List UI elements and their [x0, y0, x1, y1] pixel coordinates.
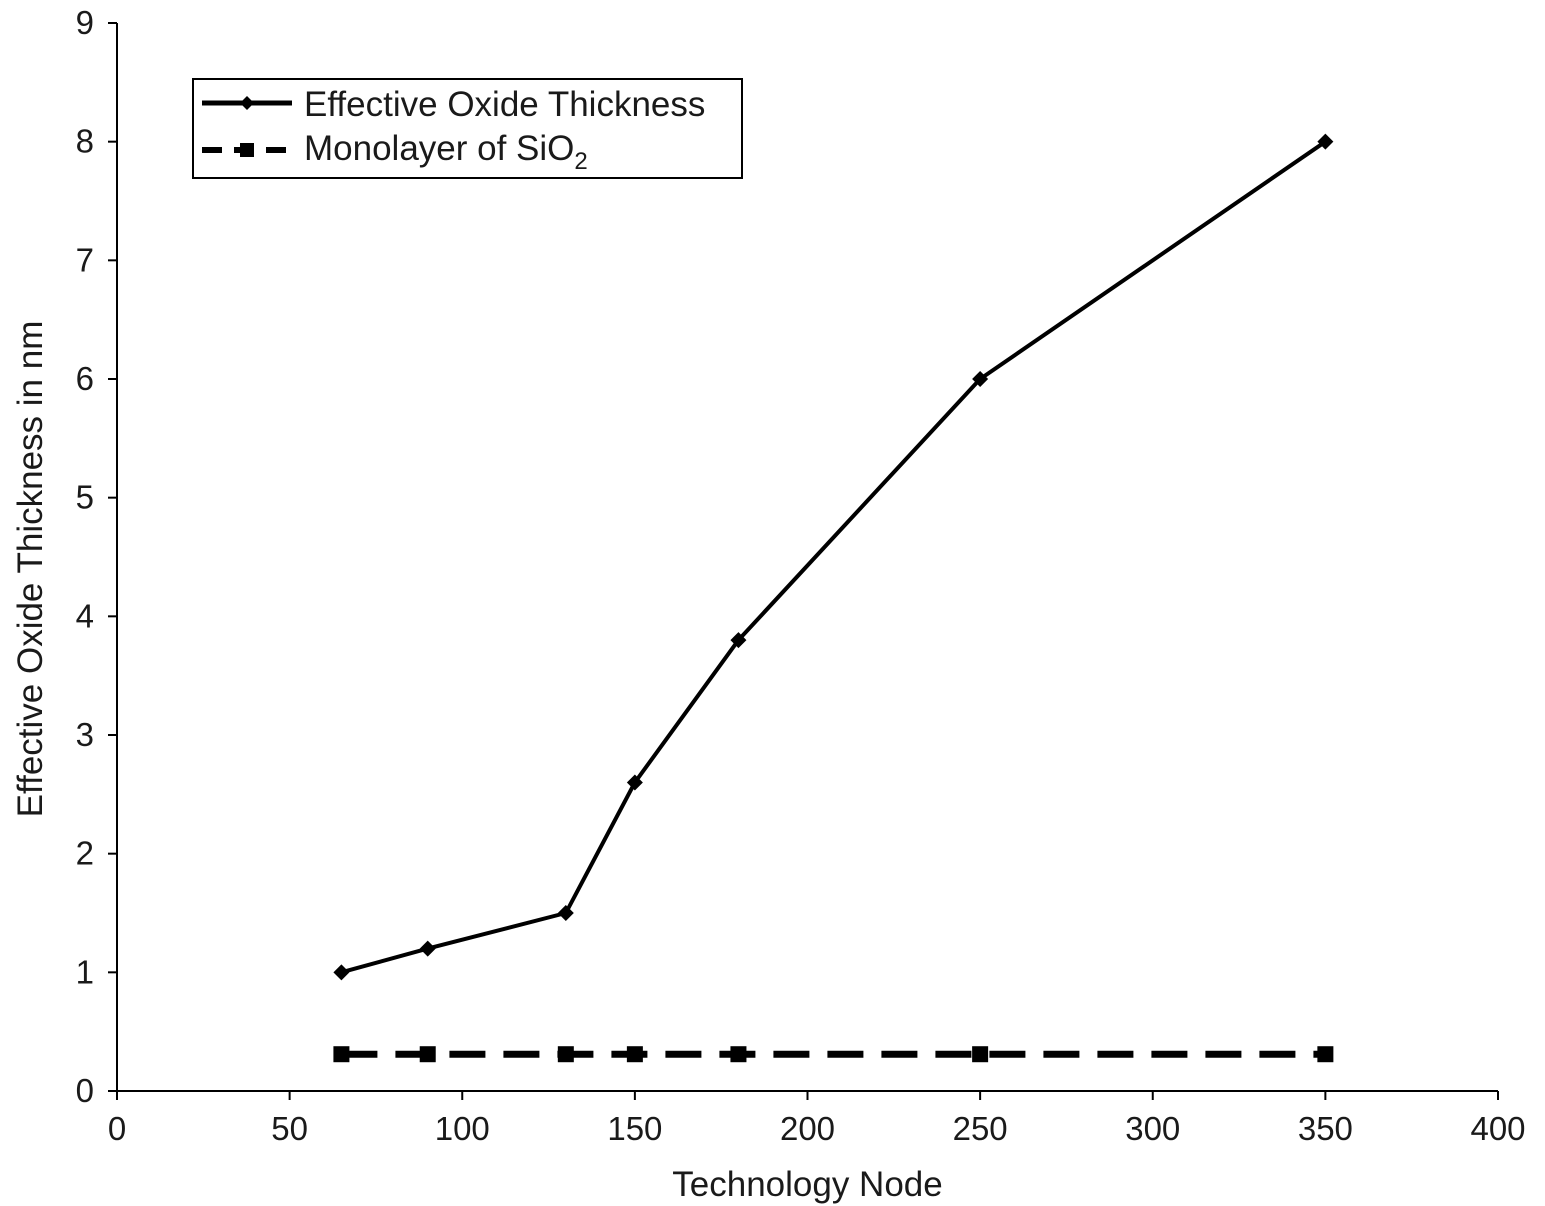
legend-label-monolayer-main: Monolayer of SiO [304, 129, 574, 168]
data-point-square [557, 1046, 574, 1063]
data-point-diamond [1317, 133, 1334, 150]
axes: 0 50 100 150 200 250 300 350 400 0 1 2 3 4 5 6 7 8 9 [76, 4, 1526, 1147]
y-tick-label: 5 [76, 479, 94, 516]
data-point-diamond [557, 905, 574, 921]
legend-frame [192, 78, 743, 179]
legend-label-eot: Effective Oxide Thickness [304, 85, 705, 124]
y-tick-label: 6 [76, 360, 94, 397]
legend-label-monolayer: Monolayer of SiO2 [304, 129, 588, 175]
x-ticks: 0 50 100 150 200 250 300 350 400 [108, 1091, 1526, 1147]
x-tick-label: 50 [271, 1110, 308, 1147]
x-tick-label: 0 [108, 1110, 126, 1147]
y-tick-label: 1 [76, 953, 94, 990]
data-point-square [730, 1046, 747, 1063]
legend-item-eot: Effective Oxide Thickness [202, 85, 705, 124]
series-monolayer-sio2 [333, 1046, 1334, 1063]
data-point-square [1317, 1046, 1334, 1063]
y-axis-title: Effective Oxide Thickness in nm [11, 321, 50, 818]
x-tick-label: 250 [953, 1110, 1008, 1147]
legend-label-monolayer-subscript: 2 [574, 148, 587, 175]
y-tick-label: 8 [76, 123, 94, 160]
legend-square-marker [240, 143, 254, 157]
x-tick-label: 200 [780, 1110, 835, 1147]
legend: Effective Oxide Thickness Monolayer of S… [192, 78, 743, 179]
data-point-square [972, 1046, 989, 1063]
y-ticks: 0 1 2 3 4 5 6 7 8 9 [76, 4, 117, 1109]
data-point-diamond [730, 632, 747, 649]
y-tick-label: 2 [76, 835, 94, 872]
y-tick-label: 0 [76, 1072, 94, 1109]
series-line [340, 140, 1327, 975]
plot-area [333, 133, 1334, 1063]
legend-diamond-marker [240, 96, 254, 110]
data-point-diamond [333, 964, 350, 981]
data-point-square [419, 1046, 436, 1063]
data-point-diamond [972, 371, 989, 387]
x-tick-label: 300 [1125, 1110, 1180, 1147]
data-point-square [626, 1046, 643, 1063]
legend-item-monolayer: Monolayer of SiO2 [202, 129, 588, 175]
series-effective-oxide-thickness [333, 133, 1334, 981]
x-tick-label: 150 [607, 1110, 662, 1147]
x-tick-label: 100 [435, 1110, 490, 1147]
data-point-diamond [419, 940, 436, 957]
data-point-square [333, 1046, 350, 1063]
y-tick-label: 4 [76, 597, 94, 634]
data-point-diamond [626, 774, 643, 791]
y-tick-label: 9 [76, 4, 94, 41]
x-axis-title: Technology Node [672, 1165, 942, 1204]
x-tick-label: 350 [1298, 1110, 1353, 1147]
y-tick-label: 3 [76, 716, 94, 753]
y-tick-label: 7 [76, 241, 94, 278]
x-tick-label: 400 [1470, 1110, 1525, 1147]
